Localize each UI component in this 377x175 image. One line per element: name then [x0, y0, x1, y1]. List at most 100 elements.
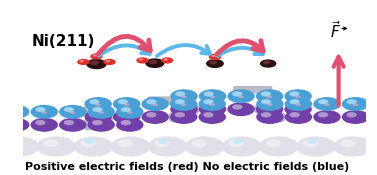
- Circle shape: [318, 112, 328, 117]
- Circle shape: [256, 97, 284, 111]
- Circle shape: [205, 100, 213, 103]
- Circle shape: [94, 107, 102, 111]
- Circle shape: [141, 110, 169, 124]
- Circle shape: [59, 105, 86, 119]
- Circle shape: [175, 112, 185, 117]
- Circle shape: [170, 102, 198, 116]
- Circle shape: [89, 112, 100, 117]
- Circle shape: [161, 57, 173, 64]
- Circle shape: [290, 112, 300, 117]
- Circle shape: [259, 136, 299, 157]
- Circle shape: [267, 96, 272, 98]
- Circle shape: [211, 55, 216, 57]
- Circle shape: [222, 136, 262, 157]
- Circle shape: [120, 100, 127, 103]
- Circle shape: [227, 102, 255, 116]
- Circle shape: [64, 107, 74, 112]
- Circle shape: [324, 103, 330, 106]
- Circle shape: [346, 112, 357, 117]
- Circle shape: [198, 97, 226, 111]
- Circle shape: [342, 110, 369, 124]
- Circle shape: [127, 111, 132, 114]
- Circle shape: [175, 104, 185, 110]
- Circle shape: [340, 139, 355, 147]
- Circle shape: [98, 111, 104, 114]
- Text: $\vec{F}$: $\vec{F}$: [330, 20, 341, 41]
- Circle shape: [313, 97, 341, 111]
- Circle shape: [289, 91, 299, 97]
- Circle shape: [31, 105, 58, 119]
- Circle shape: [84, 110, 112, 124]
- Circle shape: [152, 103, 158, 106]
- Circle shape: [118, 99, 128, 104]
- Circle shape: [124, 103, 129, 106]
- Circle shape: [170, 89, 198, 103]
- Circle shape: [145, 58, 164, 68]
- Circle shape: [203, 99, 214, 104]
- Circle shape: [232, 104, 242, 110]
- Circle shape: [148, 100, 156, 103]
- Circle shape: [206, 59, 224, 68]
- Circle shape: [66, 107, 73, 111]
- Circle shape: [263, 100, 270, 103]
- Circle shape: [262, 92, 270, 96]
- Circle shape: [185, 136, 225, 157]
- Circle shape: [84, 97, 112, 111]
- Circle shape: [181, 96, 187, 98]
- Circle shape: [204, 104, 214, 110]
- Circle shape: [80, 139, 95, 147]
- FancyArrowPatch shape: [217, 46, 263, 56]
- Circle shape: [291, 92, 299, 96]
- Circle shape: [0, 136, 39, 157]
- Circle shape: [266, 139, 281, 147]
- Circle shape: [7, 107, 17, 112]
- Circle shape: [333, 136, 373, 157]
- Circle shape: [296, 136, 336, 157]
- Circle shape: [256, 110, 284, 124]
- Circle shape: [59, 118, 86, 132]
- Circle shape: [103, 59, 116, 65]
- Circle shape: [348, 100, 356, 103]
- Circle shape: [346, 99, 357, 104]
- Circle shape: [232, 91, 242, 97]
- Circle shape: [155, 139, 170, 147]
- FancyBboxPatch shape: [62, 107, 100, 114]
- Circle shape: [260, 59, 276, 68]
- Circle shape: [318, 99, 328, 104]
- Circle shape: [2, 118, 29, 132]
- Circle shape: [233, 139, 243, 144]
- Circle shape: [353, 103, 358, 106]
- Circle shape: [267, 103, 273, 106]
- Circle shape: [10, 139, 20, 144]
- Circle shape: [13, 111, 18, 114]
- Circle shape: [90, 60, 99, 65]
- Circle shape: [203, 112, 214, 117]
- Circle shape: [77, 59, 90, 65]
- Circle shape: [261, 104, 271, 110]
- Circle shape: [164, 58, 168, 61]
- Circle shape: [209, 54, 221, 60]
- Circle shape: [139, 58, 143, 61]
- Circle shape: [121, 107, 131, 112]
- Circle shape: [234, 92, 242, 96]
- Circle shape: [36, 136, 76, 157]
- Circle shape: [92, 107, 103, 112]
- Circle shape: [313, 110, 341, 124]
- Circle shape: [86, 59, 107, 69]
- Circle shape: [146, 112, 156, 117]
- Circle shape: [198, 110, 226, 124]
- FancyArrowPatch shape: [98, 36, 150, 54]
- Circle shape: [7, 120, 17, 125]
- Circle shape: [284, 89, 312, 103]
- Circle shape: [64, 120, 74, 125]
- Circle shape: [342, 97, 369, 111]
- Circle shape: [87, 118, 115, 132]
- Circle shape: [43, 139, 58, 147]
- Circle shape: [31, 118, 58, 132]
- Circle shape: [80, 60, 84, 62]
- Circle shape: [70, 111, 75, 114]
- Circle shape: [227, 89, 255, 103]
- Circle shape: [116, 118, 144, 132]
- Circle shape: [175, 99, 185, 104]
- Circle shape: [290, 99, 300, 104]
